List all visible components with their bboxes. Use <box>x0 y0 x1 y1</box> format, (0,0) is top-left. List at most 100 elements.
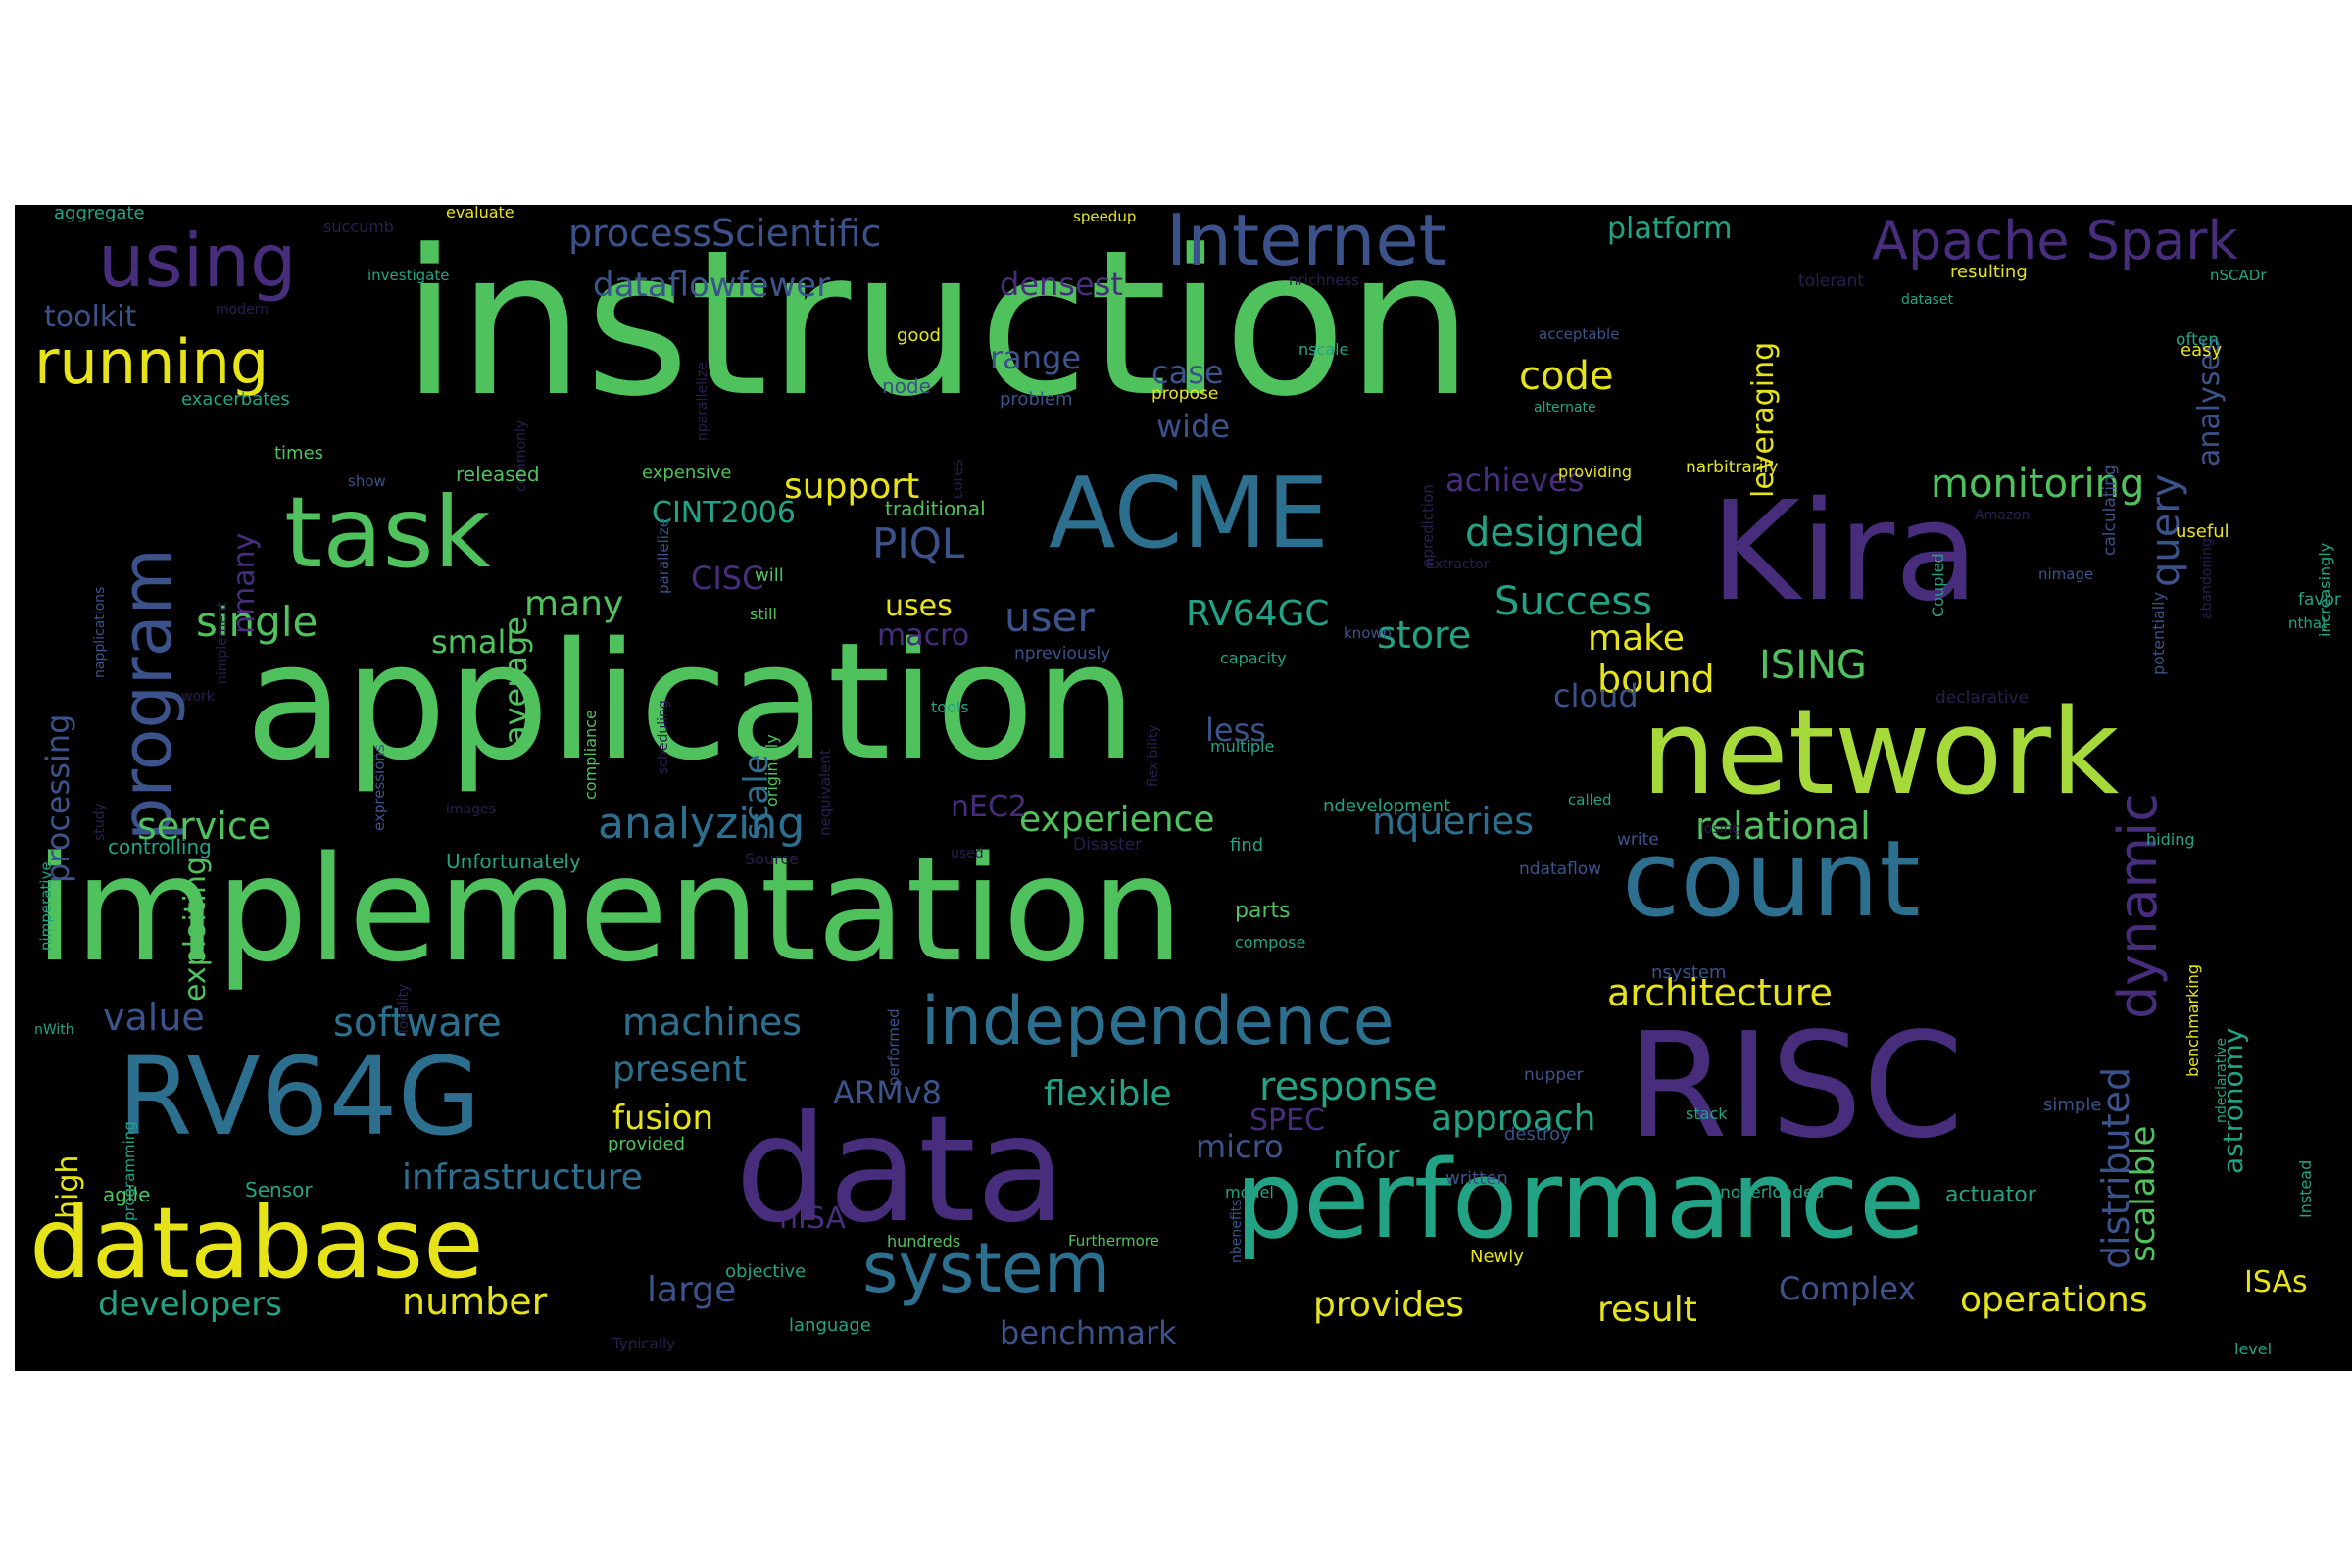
word-w135: Extractor <box>1426 557 1490 572</box>
word-w17: Apache Spark <box>1872 210 2238 271</box>
word-w45: bound <box>1597 658 1715 701</box>
word-w184: simple <box>2043 1095 2102 1115</box>
word-w186: destroy <box>1504 1124 1571 1145</box>
word-w64: ARMv8 <box>833 1074 943 1111</box>
word-w172: parts <box>1235 899 1291 923</box>
word-w52: service <box>137 805 271 848</box>
word-w168: ndataflow <box>1519 859 1602 879</box>
word-w174: performed <box>885 1008 903 1086</box>
word-w197: Typically <box>612 1335 676 1352</box>
word-w23: platform <box>1607 212 1733 246</box>
word-w167: losing <box>1700 821 1741 837</box>
word-w70: nfor <box>1333 1138 1400 1177</box>
word-w84: exploiting <box>178 857 213 1002</box>
word-w91: dynamic <box>2107 793 2169 1019</box>
word-w114: dataset <box>1901 292 1953 308</box>
word-w83: processing <box>39 713 76 883</box>
word-w37: single <box>196 598 318 646</box>
word-w121: show <box>348 472 386 490</box>
word-w193: Furthermore <box>1068 1232 1159 1250</box>
word-w113: resulting <box>1950 262 2028 282</box>
word-w63: response <box>1259 1064 1438 1109</box>
word-w36: PIQL <box>872 519 965 567</box>
word-w160: Source <box>745 850 799 868</box>
word-w31: range <box>990 339 1082 376</box>
word-w97: succumb <box>323 218 394 236</box>
word-w2: application <box>245 608 1138 796</box>
word-w146: declarative <box>1936 688 2030 708</box>
word-w32: case <box>1152 354 1224 391</box>
word-w124: napplications <box>92 586 108 678</box>
word-w26: program <box>107 548 187 841</box>
word-w152: flexibility <box>1146 724 1161 787</box>
word-w96: evaluate <box>446 205 514 221</box>
word-w195: objective <box>725 1261 807 1282</box>
word-w3: implementation <box>34 825 1184 994</box>
word-w8: performance <box>1235 1137 1926 1262</box>
word-w125: parallelize <box>655 517 672 594</box>
word-w183: nupper <box>1524 1065 1584 1085</box>
word-w120: exacerbates <box>181 389 290 410</box>
word-w190: noverloaded <box>1720 1183 1825 1202</box>
word-w73: developers <box>98 1285 282 1324</box>
word-w119: times <box>274 443 324 464</box>
word-w67: approach <box>1431 1099 1596 1139</box>
word-w107: nrichness <box>1289 271 1359 289</box>
word-w139: nthat <box>2288 614 2328 632</box>
word-w75: large <box>647 1270 737 1310</box>
word-w126: cores <box>949 459 966 499</box>
word-w142: npreviously <box>1014 644 1111 663</box>
word-w15: system <box>862 1228 1111 1308</box>
word-w153: multiple <box>1210 737 1275 756</box>
word-w164: ndevelopment <box>1323 796 1451 816</box>
word-w110: tolerant <box>1798 271 1865 291</box>
word-w198: level <box>2234 1340 2273 1358</box>
word-w14: independence <box>921 983 1395 1060</box>
word-w86: average <box>497 616 534 745</box>
word-w82: high <box>51 1154 85 1219</box>
word-w134: Coupled <box>1929 553 1947 617</box>
word-w148: scheduling <box>656 700 671 774</box>
word-w102: nparallelize <box>695 362 710 441</box>
word-w117: easy <box>2180 340 2223 361</box>
word-w109: nprediction <box>1419 484 1437 567</box>
word-w50: CISC <box>691 560 764 597</box>
word-w188: model <box>1225 1183 1274 1201</box>
word-w166: write <box>1617 830 1659 850</box>
word-w27: monitoring <box>1931 462 2145 507</box>
word-w95: actuator <box>1945 1183 2036 1207</box>
word-w170: controlling <box>108 835 212 858</box>
word-w141: still <box>750 605 777 623</box>
word-w33: wide <box>1156 408 1231 445</box>
word-w78: result <box>1597 1290 1697 1330</box>
word-w43: Success <box>1494 579 1653 624</box>
word-w29: support <box>784 466 920 507</box>
word-w178: nWith <box>34 1022 74 1038</box>
word-w156: nimperative <box>37 861 55 951</box>
word-w176: benchmarking <box>2183 963 2202 1077</box>
word-w5: RISC <box>1627 1002 1964 1170</box>
word-w39: small <box>431 623 515 661</box>
word-w21: dataflowfewer <box>593 266 831 305</box>
word-w105: problem <box>1000 389 1073 410</box>
word-w137: abandoning <box>2199 538 2215 619</box>
word-w177: ndeclarative <box>2214 1037 2230 1123</box>
word-w180: agile <box>103 1183 151 1206</box>
word-w35: CINT2006 <box>652 496 796 530</box>
word-w100: modern <box>216 302 270 318</box>
word-w85: nmany <box>227 532 262 634</box>
word-w175: nsystem <box>1651 962 1727 983</box>
word-w66: SPEC <box>1250 1103 1326 1138</box>
word-w138: favor <box>2298 590 2341 610</box>
word-w144: known <box>1344 624 1393 642</box>
word-w69: micro <box>1196 1128 1284 1165</box>
word-w19: running <box>34 326 270 398</box>
word-w154: work <box>181 689 215 705</box>
word-w98: speedup <box>1073 208 1137 225</box>
word-w130: narbitrarily <box>1686 458 1779 477</box>
word-w18: using <box>98 218 297 304</box>
word-w136: potentially <box>2149 591 2168 675</box>
word-w115: often <box>2176 330 2219 350</box>
word-w145: nimage <box>2038 565 2094 583</box>
word-w112: alternate <box>1534 400 1596 416</box>
